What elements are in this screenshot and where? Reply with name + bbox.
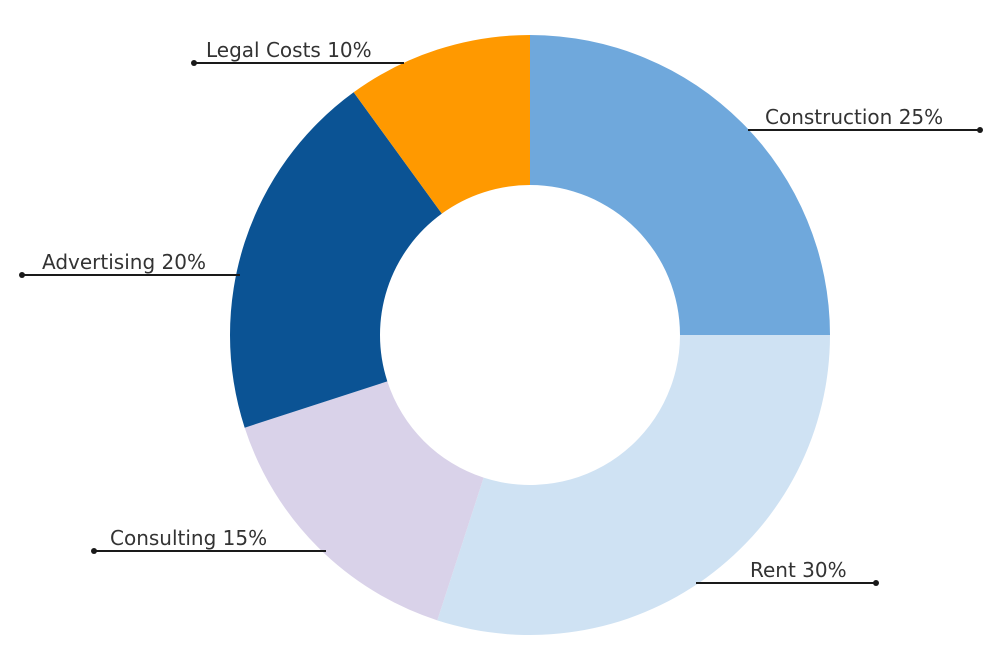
slices-layer — [229, 35, 830, 635]
slice-rent — [437, 335, 830, 635]
slice-label-consulting: Consulting 15% — [110, 526, 267, 550]
callouts-layer — [19, 60, 983, 586]
callout-dot-legal-costs — [191, 60, 197, 66]
slice-label-advertising: Advertising 20% — [42, 250, 206, 274]
slice-label-legal-costs: Legal Costs 10% — [206, 38, 372, 62]
slice-label-construction: Construction 25% — [765, 105, 943, 129]
callout-dot-construction — [977, 127, 983, 133]
slice-advertising — [229, 92, 442, 428]
callout-dot-rent — [873, 580, 879, 586]
slice-consulting — [244, 381, 484, 621]
callout-dot-consulting — [91, 548, 97, 554]
slice-legal-costs — [353, 35, 530, 214]
callout-dot-advertising — [19, 272, 25, 278]
labels-layer: Construction 25% Rent 30% Consulting 15% Ad… — [42, 38, 943, 582]
slice-label-rent: Rent 30% — [750, 558, 847, 582]
slice-construction — [530, 35, 830, 335]
